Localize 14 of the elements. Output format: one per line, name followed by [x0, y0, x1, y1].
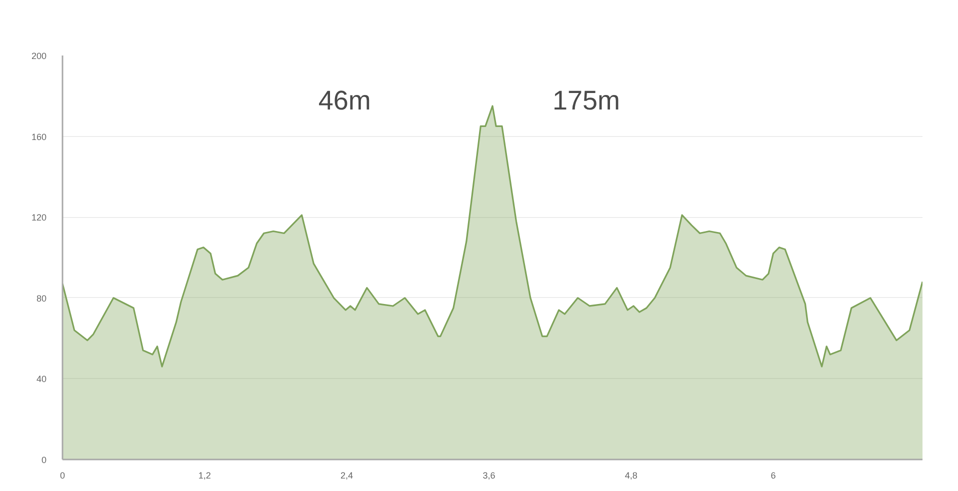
- annotation: 46m: [318, 86, 371, 116]
- x-tick-label: 0: [60, 470, 66, 480]
- y-tick-label: 40: [36, 374, 47, 384]
- x-tick-label: 2,4: [340, 470, 354, 480]
- y-tick-label: 0: [41, 455, 47, 465]
- y-tick-label: 120: [31, 212, 47, 223]
- x-tick-label: 3,6: [482, 470, 496, 480]
- annotation: 175m: [552, 86, 620, 116]
- y-tick-label: 160: [31, 132, 47, 142]
- x-tick-label: 4,8: [624, 470, 638, 480]
- y-tick-label: 80: [36, 293, 47, 304]
- y-tick-label: 200: [31, 51, 47, 61]
- x-tick-label: 6: [770, 470, 776, 480]
- x-tick-label: 1,2: [198, 470, 211, 480]
